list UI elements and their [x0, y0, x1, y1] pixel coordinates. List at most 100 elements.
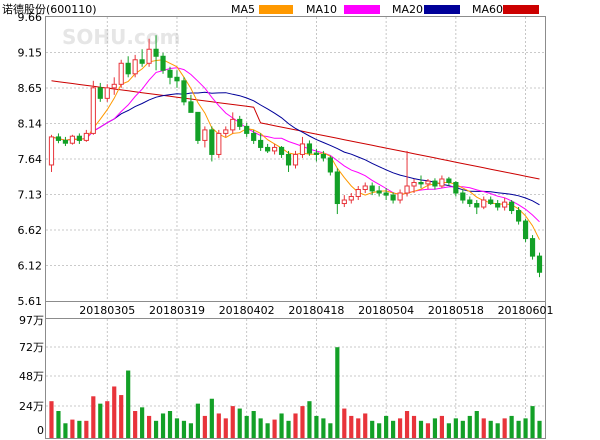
y-tick-label: 9.15: [18, 47, 43, 60]
volume-bar: [133, 411, 138, 438]
volume-bar: [370, 420, 375, 438]
candle: [529, 235, 536, 260]
candle-body: [502, 201, 508, 208]
candle: [216, 129, 222, 158]
candle-body: [76, 135, 82, 141]
candle-body: [488, 199, 494, 205]
volume-bar: [91, 396, 96, 438]
y-tick-label: 6.12: [18, 260, 43, 273]
volume-bar: [391, 420, 396, 438]
volume-bar: [460, 420, 465, 438]
volume-bar: [516, 420, 521, 438]
volume-bar: [307, 401, 312, 438]
candle-body: [418, 181, 424, 185]
volume-bar: [153, 420, 159, 438]
candle: [195, 111, 201, 144]
candle-body: [125, 62, 131, 75]
volume-bar: [84, 420, 89, 438]
candle-body: [174, 76, 180, 82]
candle-body: [55, 136, 62, 141]
x-tick-label: 20180518: [428, 304, 484, 317]
candle: [237, 115, 243, 130]
candle-body: [223, 129, 229, 134]
candle-body: [362, 185, 368, 191]
candle: [223, 126, 229, 137]
candle-body: [83, 132, 89, 141]
candle-body: [306, 143, 313, 154]
legend-swatch: [503, 5, 539, 14]
candle-body: [341, 199, 347, 205]
candle-body: [202, 129, 208, 141]
candle: [258, 133, 264, 151]
watermark: SOHU.com: [62, 25, 180, 49]
candle: [55, 133, 62, 144]
candle: [474, 200, 480, 215]
ma60-line: [51, 80, 540, 180]
volume-bar: [446, 423, 451, 438]
candle: [425, 178, 431, 190]
candle-body: [404, 185, 410, 194]
candle-body: [188, 101, 194, 113]
candle-body: [390, 194, 396, 201]
volume-bar: [363, 413, 368, 438]
volume-bar: [349, 415, 354, 438]
volume-bar: [425, 423, 431, 438]
legend-swatch: [424, 5, 460, 14]
volume-bar: [112, 386, 117, 438]
volume-panel-frame: [45, 318, 546, 439]
volume-bar: [195, 403, 200, 438]
candle-body: [139, 59, 145, 64]
legend-item-ma10: MA10: [306, 3, 380, 16]
legend-item-ma5: MA5: [231, 3, 293, 16]
volume-bar: [342, 408, 347, 438]
candle: [251, 129, 257, 144]
candle-body: [285, 153, 292, 166]
volume-bar: [126, 370, 131, 438]
candle-body: [69, 135, 75, 144]
volume-tick-label: 72万: [19, 341, 44, 354]
candle: [536, 252, 543, 278]
candle-body: [529, 238, 536, 257]
candle-body: [265, 146, 271, 152]
candle-body: [348, 196, 354, 201]
candle-body: [181, 80, 187, 103]
candle: [104, 84, 110, 102]
legend-swatch: [344, 5, 380, 14]
candles: [48, 35, 543, 278]
candle-body: [195, 111, 201, 141]
volume-bar: [98, 403, 103, 438]
candle: [306, 140, 313, 156]
volume-bar: [188, 423, 194, 438]
candle: [432, 178, 438, 190]
candle-body: [334, 171, 340, 205]
candle-body: [111, 83, 117, 89]
candle: [516, 207, 522, 225]
candle: [181, 77, 187, 106]
candle-body: [383, 192, 389, 196]
volume-tick-label: 24万: [19, 400, 44, 413]
candle: [320, 150, 326, 162]
candle-body: [97, 87, 103, 99]
candle-body: [327, 157, 333, 173]
volume-bar: [404, 411, 410, 438]
y-tick-label: 5.61: [18, 295, 43, 308]
volume-bar: [335, 347, 340, 438]
candle: [453, 181, 459, 197]
volume-bar: [411, 415, 417, 438]
candle: [167, 66, 173, 85]
candle: [132, 54, 138, 78]
legend-label: MA20: [392, 3, 423, 16]
volume-bar: [223, 418, 228, 438]
moving-average-lines: [51, 59, 540, 240]
candle: [341, 195, 347, 208]
candle: [460, 189, 466, 204]
legend-item-ma20: MA20: [392, 3, 460, 16]
candle: [439, 175, 445, 189]
candle: [76, 133, 82, 144]
price-y-axis: 9.66 9.15 8.65 8.14 7.64 7.13 6.62 6.12 5.61: [18, 11, 43, 308]
candle-body: [271, 146, 278, 152]
candle-body: [216, 132, 222, 155]
candle: [118, 59, 124, 88]
candle: [376, 185, 382, 197]
candle-body: [160, 55, 166, 71]
